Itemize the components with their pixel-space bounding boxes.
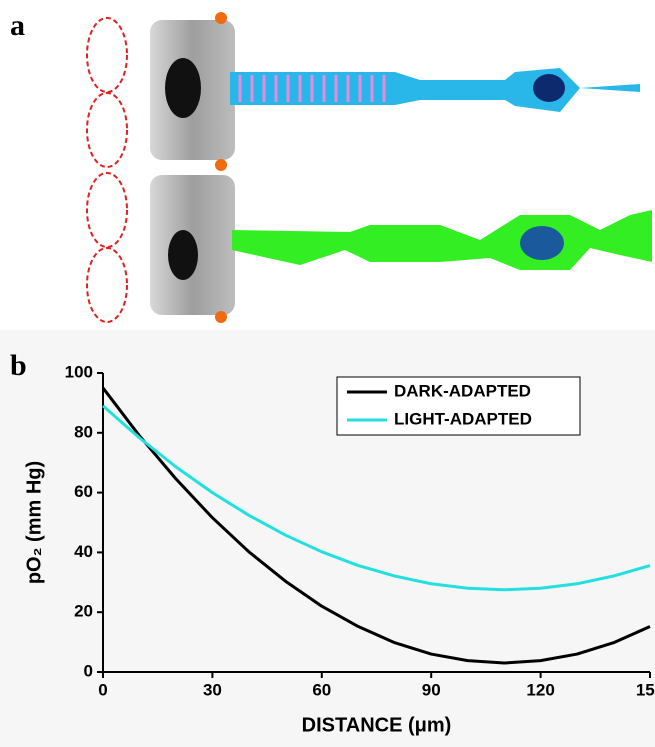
legend-label: LIGHT-ADAPTED <box>394 409 532 428</box>
nucleus <box>165 58 201 118</box>
line-series <box>102 404 651 592</box>
illustration <box>86 12 652 323</box>
y-tick-label: 0 <box>84 661 93 680</box>
dot <box>215 159 227 171</box>
y-tick-label: 80 <box>74 422 93 441</box>
legend-label: DARK-ADAPTED <box>394 381 531 400</box>
panel-label: b <box>10 349 27 382</box>
legend-box <box>336 376 581 436</box>
x-tick-label: 150 <box>636 680 655 699</box>
nucleus <box>168 230 198 280</box>
cone-nucleus <box>520 226 564 260</box>
cone <box>232 210 652 270</box>
x-axis-title: DISTANCE (μm) <box>302 714 452 736</box>
rod <box>230 68 580 112</box>
rod-nucleus <box>533 74 565 102</box>
x-tick-label: 90 <box>422 680 441 699</box>
x-tick-label: 30 <box>203 680 222 699</box>
dot <box>215 12 227 24</box>
rod-terminal <box>580 84 640 92</box>
rpe-outlines <box>86 17 128 323</box>
line-series <box>101 387 651 665</box>
dot <box>215 311 227 323</box>
plot: 0 20 40 60 80 100 0 30 60 90 120 150 DISTANCE (μm) pO… <box>23 362 655 736</box>
y-axis-title: pO₂ (mm Hg) <box>23 461 45 584</box>
rod-discs <box>238 75 386 102</box>
y-tick-label: 100 <box>65 362 93 381</box>
y-tick-label: 20 <box>74 602 93 621</box>
y-tick-label: 40 <box>74 542 93 561</box>
panel-label: a <box>10 9 25 42</box>
x-tick-label: 120 <box>526 680 554 699</box>
x-tick-label: 60 <box>312 680 331 699</box>
x-tick-label: 0 <box>98 680 107 699</box>
y-tick-label: 60 <box>74 482 93 501</box>
